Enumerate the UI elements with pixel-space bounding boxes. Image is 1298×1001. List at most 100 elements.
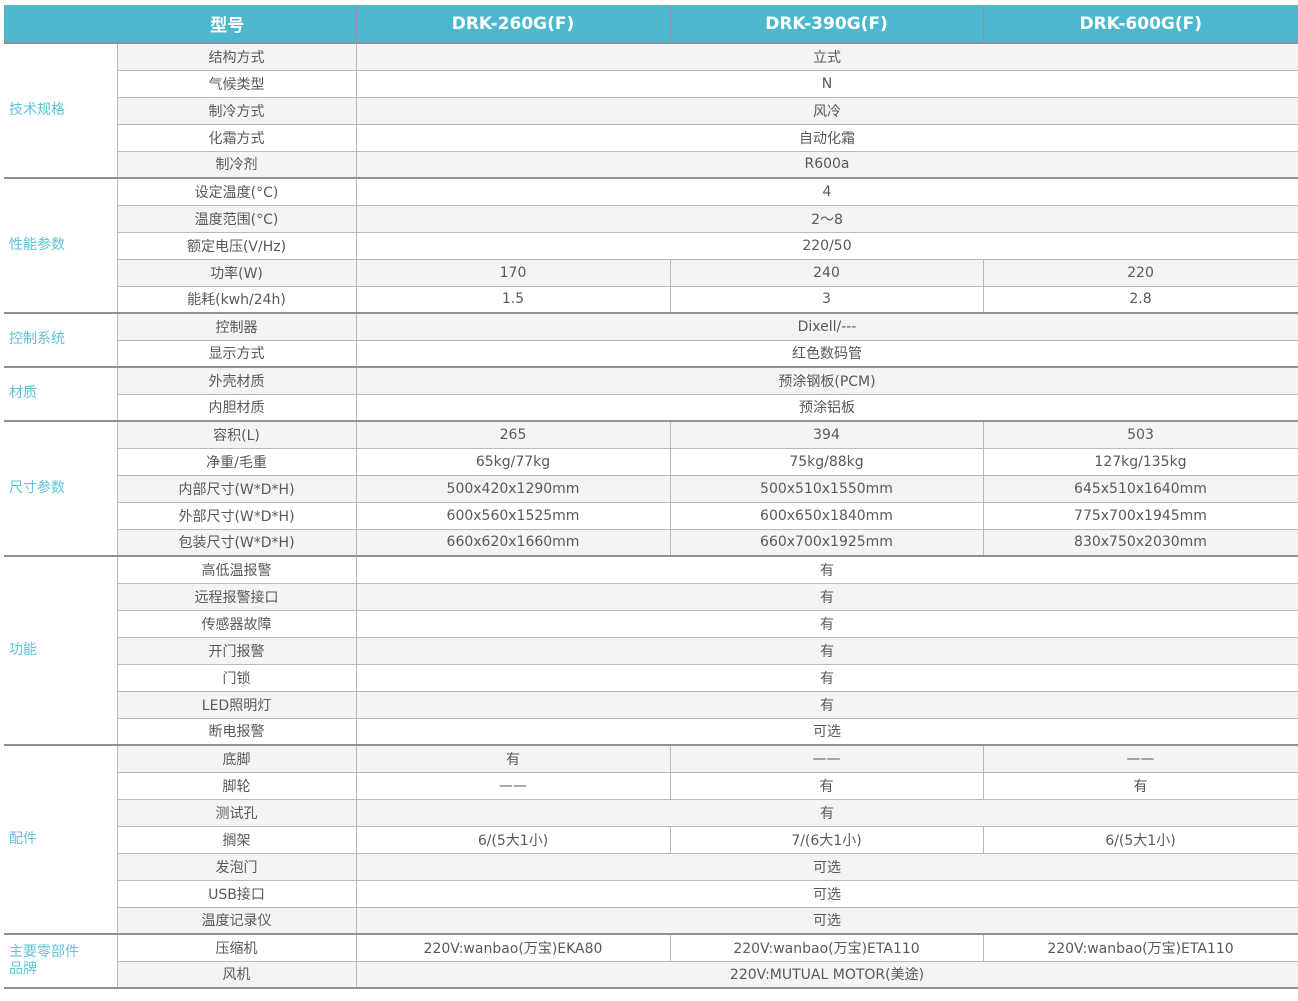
row-label-cell: 内胆材质 — [117, 393, 357, 421]
table-row: 净重/毛重 65kg/77kg 75kg/88kg 127kg/135kg — [4, 447, 1298, 475]
table-row: 能耗(kwh/24h) 1.5 3 2.8 — [4, 285, 1298, 313]
merged-value-cell: 可选 — [356, 906, 1298, 934]
row-label-cell: 额定电压(V/Hz) — [117, 231, 357, 259]
category-cell: 控制系统 — [4, 312, 118, 367]
table-row: 传感器故障有 — [4, 609, 1298, 637]
row-label-cell: 净重/毛重 — [117, 447, 357, 475]
value-cell: 220V:wanbao(万宝)ETA110 — [669, 933, 983, 961]
row-label-cell: 高低温报警 — [117, 555, 357, 583]
merged-value-cell: 有 — [356, 555, 1298, 583]
group-performance: 性能参数 设定温度(°C) 4 温度范围(°C) 2～8 额定电压(V/Hz) 220/50… — [4, 177, 1298, 313]
merged-value-cell: 预涂钢板(PCM) — [356, 366, 1298, 394]
row-label-cell: 化霜方式 — [117, 123, 357, 151]
value-cell: 有 — [982, 771, 1298, 799]
merged-value-cell: 有 — [356, 609, 1298, 637]
category-cell: 材质 — [4, 366, 118, 421]
table-row: 制冷方式 风冷 — [4, 96, 1298, 124]
value-cell: —— — [669, 744, 983, 772]
table-row: 风机 220V:MUTUAL MOTOR(美途) — [4, 960, 1298, 988]
table-row: 材质 外壳材质 预涂钢板(PCM) — [4, 366, 1298, 421]
group-functions: 功能 高低温报警有远程报警接口有传感器故障有开门报警有门锁有 LED照明灯有断电报警… — [4, 555, 1298, 745]
merged-value-cell: R600a — [356, 150, 1298, 178]
value-cell: 2.8 — [982, 285, 1298, 313]
merged-value-cell: 有 — [356, 636, 1298, 664]
value-cell: 240 — [669, 258, 983, 286]
row-label-cell: 制冷剂 — [117, 150, 357, 178]
group-control-system: 控制系统 控制器 Dixell/--- 显示方式 红色数码管 — [4, 312, 1298, 367]
table-row: 显示方式 红色数码管 — [4, 339, 1298, 367]
table-row: 化霜方式 自动化霜 — [4, 123, 1298, 151]
row-label-cell: 外部尺寸(W*D*H) — [117, 501, 357, 529]
row-label-cell: USB接口 — [117, 879, 357, 907]
value-cell: 75kg/88kg — [669, 447, 983, 475]
merged-value-cell: 红色数码管 — [356, 339, 1298, 367]
row-label-cell: 发泡门 — [117, 852, 357, 880]
spec-table: 型号 DRK-260G(F) DRK-390G(F) DRK-600G(F) 技… — [4, 5, 1298, 989]
table-row: 发泡门 可选 — [4, 852, 1298, 880]
value-cell: 830x750x2030mm — [982, 528, 1298, 556]
table-row: 气候类型 N — [4, 69, 1298, 97]
value-cell: 600x650x1840mm — [669, 501, 983, 529]
value-cell: 65kg/77kg — [356, 447, 670, 475]
row-label-cell: 内部尺寸(W*D*H) — [117, 474, 357, 502]
row-label-cell: 风机 — [117, 960, 357, 988]
table-row: 外部尺寸(W*D*H) 600x560x1525mm 600x650x1840mm 7… — [4, 501, 1298, 529]
value-cell: 有 — [356, 744, 670, 772]
merged-value-cell: 风冷 — [356, 96, 1298, 124]
row-label-cell: 显示方式 — [117, 339, 357, 367]
table-row: 搁架 6/(5大1小) 7/(6大1小) 6/(5大1小) — [4, 825, 1298, 853]
value-cell: 600x560x1525mm — [356, 501, 670, 529]
merged-value-cell: 有 — [356, 798, 1298, 826]
table-row: 功能 高低温报警有 — [4, 555, 1298, 745]
row-label-cell: 温度记录仪 — [117, 906, 357, 934]
table-row: 配件 底脚有 —— —— — [4, 744, 1298, 934]
value-cell: 6/(5大1小) — [982, 825, 1298, 853]
row-label-cell: 断电报警 — [117, 717, 357, 745]
merged-value-cell: 220/50 — [356, 231, 1298, 259]
category-cell: 主要零部件 品牌 — [4, 933, 118, 988]
row-label-cell: 开门报警 — [117, 636, 357, 664]
merged-value-cell: 自动化霜 — [356, 123, 1298, 151]
value-cell: 6/(5大1小) — [356, 825, 670, 853]
row-label-cell: 脚轮 — [117, 771, 357, 799]
row-label-cell: 传感器故障 — [117, 609, 357, 637]
category-cell: 配件 — [4, 744, 118, 934]
value-cell: 有 — [669, 771, 983, 799]
merged-value-cell: 4 — [356, 177, 1298, 205]
table-row: 门锁有 — [4, 663, 1298, 691]
row-label-cell: 远程报警接口 — [117, 582, 357, 610]
group-accessories: 配件 底脚有 —— —— 脚轮 —— 有有测试孔有搁架 6/(5大1小) 7/(6大1小) 6/(… — [4, 744, 1298, 934]
row-label-cell: 包装尺寸(W*D*H) — [117, 528, 357, 556]
row-label-cell: 外壳材质 — [117, 366, 357, 394]
value-cell: 220V:wanbao(万宝)ETA110 — [982, 933, 1298, 961]
category-cell: 尺寸参数 — [4, 420, 118, 556]
value-cell: 660x700x1925mm — [669, 528, 983, 556]
merged-value-cell: N — [356, 69, 1298, 97]
row-label-cell: LED照明灯 — [117, 690, 357, 718]
header-model-cell: DRK-600G(F) — [982, 5, 1298, 43]
value-cell: 170 — [356, 258, 670, 286]
row-label-cell: 门锁 — [117, 663, 357, 691]
value-cell: 220 — [982, 258, 1298, 286]
value-cell: 127kg/135kg — [982, 447, 1298, 475]
table-row: 开门报警有 — [4, 636, 1298, 664]
merged-value-cell: 可选 — [356, 879, 1298, 907]
table-row: 温度记录仪 可选 — [4, 906, 1298, 934]
row-label-cell: 控制器 — [117, 312, 357, 340]
table-row: 主要零部件 品牌 压缩机 220V:wanbao(万宝)EKA80 220V:wanb… — [4, 933, 1298, 988]
table-row: 脚轮 —— 有有 — [4, 771, 1298, 799]
value-cell: 500x510x1550mm — [669, 474, 983, 502]
value-cell: 503 — [982, 420, 1298, 448]
table-row: 制冷剂 R600a — [4, 150, 1298, 178]
value-cell: 645x510x1640mm — [982, 474, 1298, 502]
merged-value-cell: 预涂铝板 — [356, 393, 1298, 421]
category-cell: 技术规格 — [4, 42, 118, 178]
table-row: 断电报警 可选 — [4, 717, 1298, 745]
value-cell: 265 — [356, 420, 670, 448]
table-header: 型号 DRK-260G(F) DRK-390G(F) DRK-600G(F) — [4, 5, 1298, 43]
merged-value-cell: 有 — [356, 582, 1298, 610]
value-cell: —— — [982, 744, 1298, 772]
table-row: 尺寸参数 容积(L) 265 394 503 — [4, 420, 1298, 556]
group-main-components-brand: 主要零部件 品牌 压缩机 220V:wanbao(万宝)EKA80 220V:wanb… — [4, 933, 1298, 988]
row-label-cell: 底脚 — [117, 744, 357, 772]
